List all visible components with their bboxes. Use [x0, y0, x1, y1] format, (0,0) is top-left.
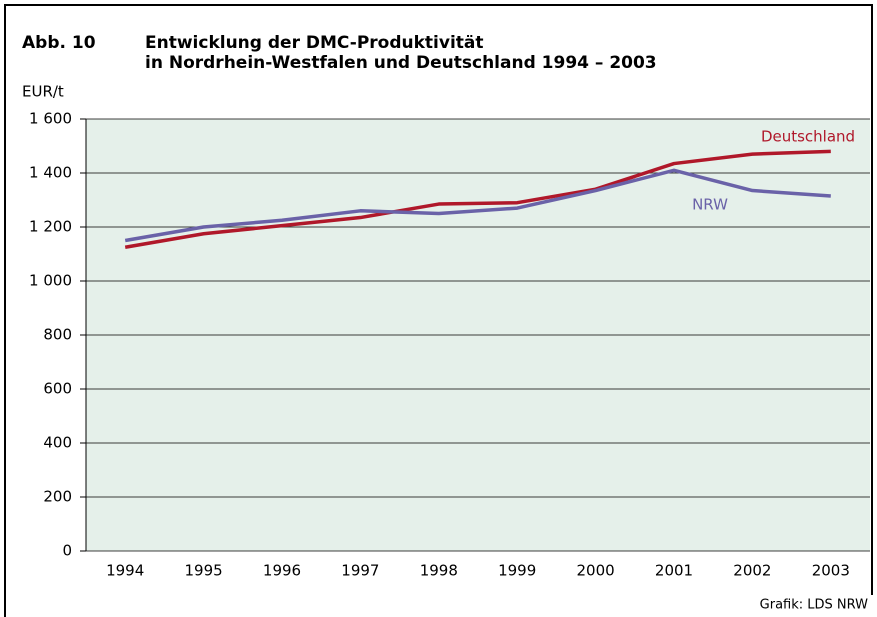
x-tick-label: 1994: [106, 562, 144, 580]
x-tick-label: 1999: [498, 562, 536, 580]
y-tick-label: 200: [43, 488, 72, 506]
source: Grafik: LDS NRW: [760, 598, 868, 613]
y-tick-label: 800: [43, 326, 72, 344]
y-tick-label: 1 200: [29, 218, 72, 236]
x-tick-label: 1996: [263, 562, 301, 580]
x-tick-label: 2003: [812, 562, 850, 580]
x-tick-label: 2001: [655, 562, 693, 580]
x-tick-label: 1997: [341, 562, 379, 580]
y-tick-label: 400: [43, 434, 72, 452]
series-label: Deutschland: [761, 128, 855, 146]
x-tick-label: 1995: [185, 562, 223, 580]
x-tick-label: 2002: [733, 562, 771, 580]
y-tick-label: 1 400: [29, 164, 72, 182]
x-tick-label: 1998: [420, 562, 458, 580]
y-tick-label: 1 000: [29, 272, 72, 290]
series-line: [124, 149, 831, 249]
figure-label: Abb. 10: [22, 33, 96, 53]
series-line: [124, 168, 831, 243]
y-tick-label: 1 600: [29, 110, 72, 128]
chart-subtitle: in Nordrhein-Westfalen und Deutschland 1…: [145, 53, 657, 73]
y-tick-label: 600: [43, 380, 72, 398]
x-tick-label: 2000: [577, 562, 615, 580]
series-label: NRW: [692, 196, 728, 214]
y-tick-label: 0: [62, 542, 72, 560]
y-axis-label: EUR/t: [22, 83, 64, 101]
chart-title: Entwicklung der DMC-Produktivität: [145, 33, 484, 53]
